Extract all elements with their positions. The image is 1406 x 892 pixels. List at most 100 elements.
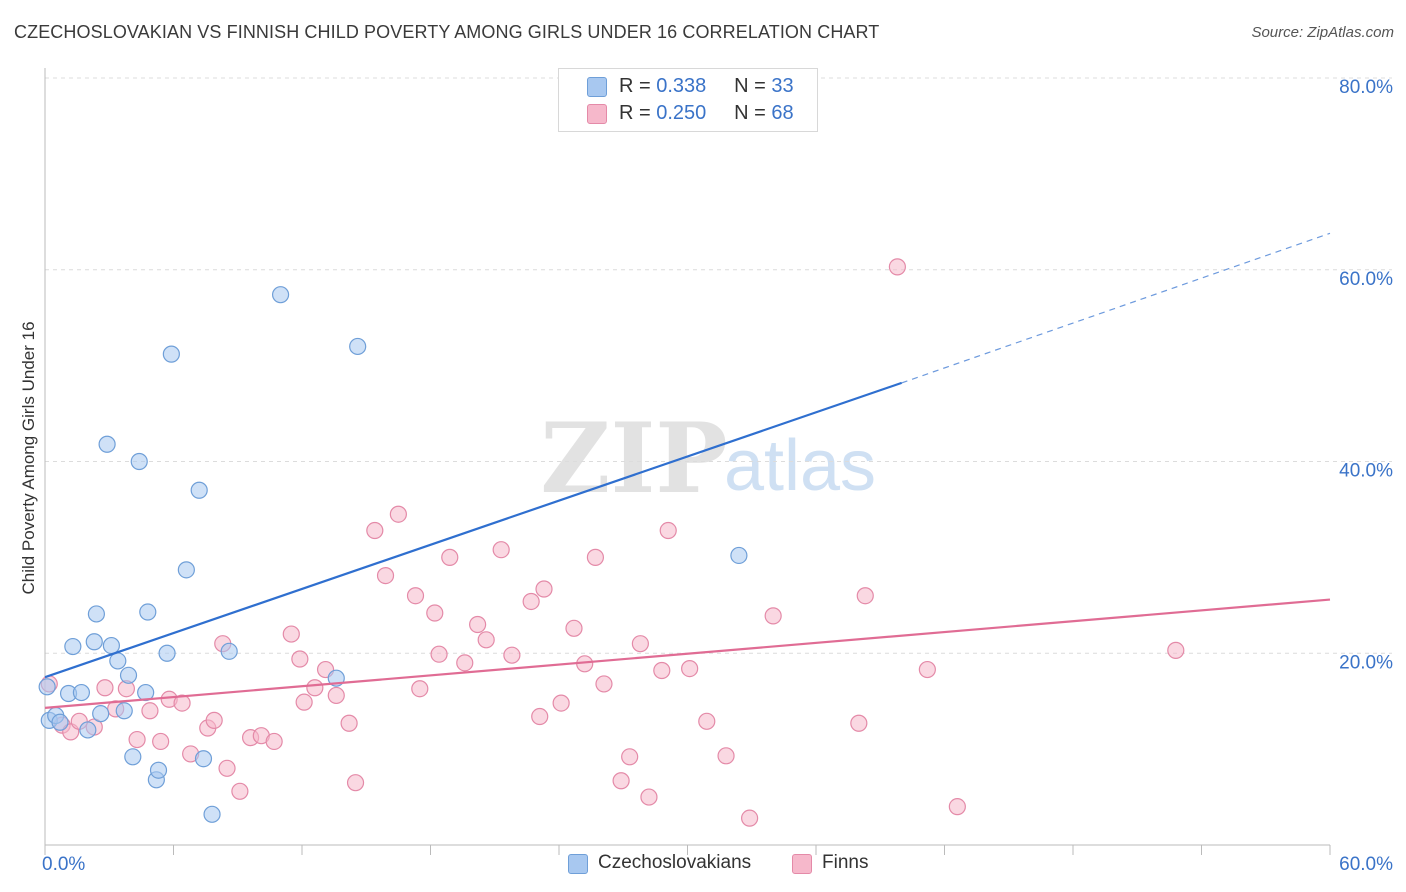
data-point-czechoslovakians <box>190 481 208 499</box>
data-point-czechoslovakians <box>349 337 367 356</box>
y-tick-label: 60.0% <box>1339 269 1393 290</box>
data-point-finns <box>856 587 874 605</box>
trend-line-extension <box>901 232 1331 384</box>
data-point-czechoslovakians <box>130 452 148 471</box>
x-tick-label: 0.0% <box>42 854 85 875</box>
data-point-finns <box>535 580 553 598</box>
data-point-finns <box>128 730 146 749</box>
data-point-czechoslovakians <box>109 652 127 670</box>
data-point-finns <box>141 702 159 720</box>
data-point-czechoslovakians <box>79 721 97 739</box>
series-swatch-blue <box>568 854 588 874</box>
data-point-czechoslovakians <box>177 561 195 579</box>
data-point-czechoslovakians <box>139 603 157 621</box>
data-point-finns <box>389 505 407 523</box>
data-point-finns <box>441 548 459 566</box>
data-point-finns <box>231 782 249 800</box>
data-point-finns <box>366 521 384 540</box>
data-point-finns <box>659 521 677 540</box>
data-point-finns <box>469 615 487 634</box>
data-point-finns <box>96 679 114 697</box>
data-point-finns <box>612 772 630 790</box>
legend-r-label: R = <box>619 102 651 124</box>
chart-title: CZECHOSLOVAKIAN VS FINNISH CHILD POVERTY… <box>14 22 880 42</box>
data-point-czechoslovakians <box>271 286 290 304</box>
data-point-finns <box>426 604 444 622</box>
legend-r-label: R = <box>619 75 651 97</box>
data-point-czechoslovakians <box>38 678 56 696</box>
legend-n-label: N = <box>734 75 766 97</box>
data-point-finns <box>698 712 716 730</box>
series-label: Czechoslovakians <box>598 852 752 873</box>
data-point-finns <box>552 694 570 712</box>
legend-n-value: 33 <box>771 75 794 97</box>
data-point-finns <box>477 631 495 649</box>
legend-r-value: 0.338 <box>656 75 707 97</box>
data-point-finns <box>764 607 782 625</box>
stats-legend: R = 0.338 N = 33 R = 0.250 N = 68 <box>558 68 818 132</box>
data-point-czechoslovakians <box>51 713 69 731</box>
data-point-finns <box>565 619 583 637</box>
data-point-czechoslovakians <box>149 761 168 779</box>
data-point-finns <box>888 258 906 276</box>
data-point-czechoslovakians <box>203 805 221 823</box>
data-point-finns <box>653 661 671 680</box>
trend-line-finns <box>44 598 1331 709</box>
data-point-czechoslovakians <box>64 637 82 656</box>
data-point-czechoslovakians <box>158 644 176 662</box>
data-point-finns <box>640 788 658 806</box>
data-point-finns <box>681 659 699 678</box>
data-point-finns <box>218 759 236 777</box>
data-point-czechoslovakians <box>194 750 213 768</box>
data-point-finns <box>631 635 649 653</box>
x-tick-label: 60.0% <box>1339 854 1393 875</box>
data-point-finns <box>850 714 868 732</box>
data-point-finns <box>295 693 313 711</box>
data-point-finns <box>621 748 639 766</box>
data-point-finns <box>340 714 358 732</box>
data-point-finns <box>948 798 966 816</box>
data-point-finns <box>306 679 324 697</box>
data-point-finns <box>1167 641 1185 659</box>
trend-line-czechoslovakians <box>44 381 903 679</box>
data-point-finns <box>327 686 345 705</box>
chart-source: Source: ZipAtlas.com <box>1251 24 1394 41</box>
watermark-atlas: atlas <box>724 426 876 506</box>
data-point-finns <box>282 625 300 643</box>
data-point-finns <box>291 650 309 668</box>
data-point-czechoslovakians <box>85 633 103 651</box>
legend-n-value: 68 <box>771 102 794 124</box>
data-point-finns <box>586 548 605 566</box>
data-point-czechoslovakians <box>220 642 238 660</box>
data-point-finns <box>205 711 223 729</box>
data-point-finns <box>173 694 191 712</box>
data-point-czechoslovakians <box>137 683 155 702</box>
data-point-finns <box>430 645 448 663</box>
data-point-finns <box>595 675 613 693</box>
data-point-finns <box>741 809 759 827</box>
y-axis-label: Child Poverty Among Girls Under 16 <box>19 321 38 594</box>
data-point-finns <box>265 732 283 751</box>
data-point-czechoslovakians <box>92 705 110 723</box>
legend-r-value: 0.250 <box>656 102 707 124</box>
y-tick-label: 80.0% <box>1339 77 1393 98</box>
data-point-finns <box>522 592 540 611</box>
data-point-czechoslovakians <box>72 683 91 702</box>
series-swatch-pink <box>792 854 812 874</box>
data-point-czechoslovakians <box>115 702 133 720</box>
data-point-czechoslovakians <box>162 345 180 363</box>
data-point-czechoslovakians <box>119 666 138 684</box>
data-point-finns <box>531 707 549 726</box>
data-point-finns <box>918 660 936 679</box>
data-point-czechoslovakians <box>124 748 142 766</box>
data-point-finns <box>456 654 474 672</box>
data-point-finns <box>411 680 429 698</box>
data-point-czechoslovakians <box>87 605 106 623</box>
series-label: Finns <box>822 852 869 873</box>
data-point-finns <box>376 566 395 585</box>
data-point-finns <box>492 541 510 559</box>
data-point-czechoslovakians <box>730 546 748 565</box>
y-tick-label: 40.0% <box>1339 461 1393 482</box>
data-point-finns <box>152 732 170 751</box>
